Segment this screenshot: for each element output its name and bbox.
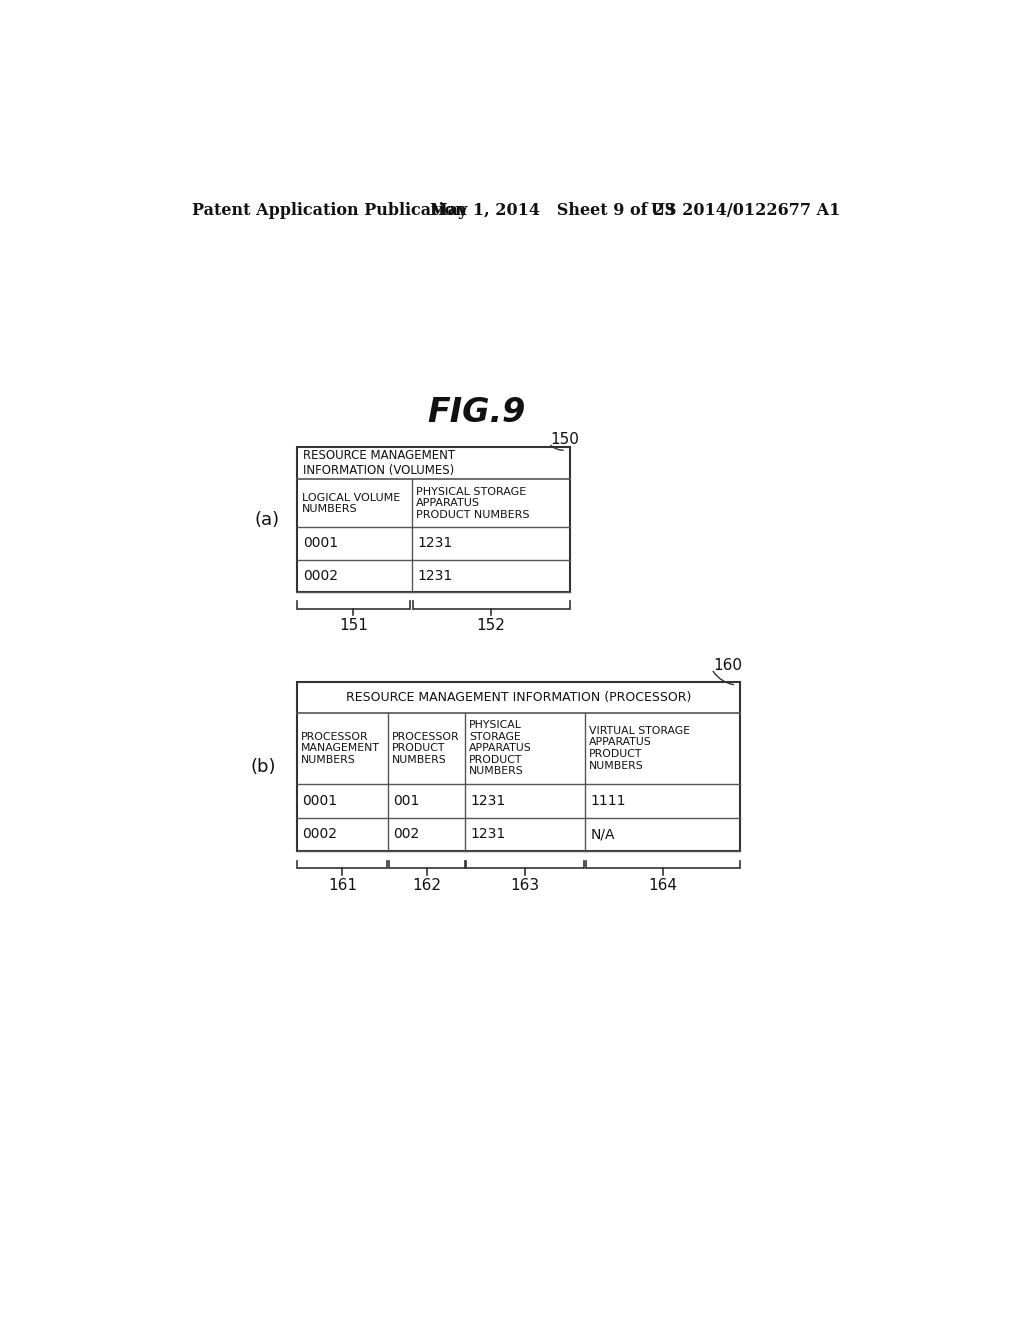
Text: 1231: 1231 — [471, 828, 506, 841]
Bar — [297, 682, 740, 851]
Text: RESOURCE MANAGEMENT INFORMATION (PROCESSOR): RESOURCE MANAGEMENT INFORMATION (PROCESS… — [346, 690, 691, 704]
Text: 163: 163 — [511, 878, 540, 892]
Text: PROCESSOR
MANAGEMENT
NUMBERS: PROCESSOR MANAGEMENT NUMBERS — [301, 731, 380, 764]
Text: FIG.9: FIG.9 — [428, 396, 526, 429]
Text: VIRTUAL STORAGE
APPARATUS
PRODUCT
NUMBERS: VIRTUAL STORAGE APPARATUS PRODUCT NUMBER… — [589, 726, 690, 771]
Text: 150: 150 — [550, 432, 580, 447]
Text: 002: 002 — [393, 828, 420, 841]
Text: 0002: 0002 — [303, 569, 338, 582]
Text: 1231: 1231 — [418, 569, 453, 582]
Text: PHYSICAL STORAGE
APPARATUS
PRODUCT NUMBERS: PHYSICAL STORAGE APPARATUS PRODUCT NUMBE… — [416, 487, 529, 520]
Text: RESOURCE MANAGEMENT
INFORMATION (VOLUMES): RESOURCE MANAGEMENT INFORMATION (VOLUMES… — [303, 449, 456, 478]
Text: LOGICAL VOLUME
NUMBERS: LOGICAL VOLUME NUMBERS — [302, 492, 399, 515]
Text: N/A: N/A — [591, 828, 615, 841]
Text: 1111: 1111 — [591, 793, 626, 808]
Text: 151: 151 — [340, 618, 369, 634]
Text: 1231: 1231 — [418, 536, 453, 550]
Text: 1231: 1231 — [471, 793, 506, 808]
Text: May 1, 2014   Sheet 9 of 23: May 1, 2014 Sheet 9 of 23 — [430, 202, 676, 219]
Text: PROCESSOR
PRODUCT
NUMBERS: PROCESSOR PRODUCT NUMBERS — [392, 731, 460, 764]
Text: (b): (b) — [251, 758, 276, 776]
Text: 0001: 0001 — [302, 793, 338, 808]
Text: 001: 001 — [393, 793, 420, 808]
Text: 0002: 0002 — [302, 828, 337, 841]
Text: 0001: 0001 — [303, 536, 338, 550]
Text: 164: 164 — [648, 878, 677, 892]
Text: PHYSICAL
STORAGE
APPARATUS
PRODUCT
NUMBERS: PHYSICAL STORAGE APPARATUS PRODUCT NUMBE… — [469, 719, 532, 776]
Text: 161: 161 — [328, 878, 357, 892]
Text: 160: 160 — [713, 657, 742, 673]
Text: 152: 152 — [476, 618, 505, 634]
Text: US 2014/0122677 A1: US 2014/0122677 A1 — [651, 202, 841, 219]
Text: Patent Application Publication: Patent Application Publication — [191, 202, 466, 219]
Bar — [297, 447, 569, 591]
Text: 162: 162 — [412, 878, 441, 892]
Text: (a): (a) — [255, 511, 280, 528]
